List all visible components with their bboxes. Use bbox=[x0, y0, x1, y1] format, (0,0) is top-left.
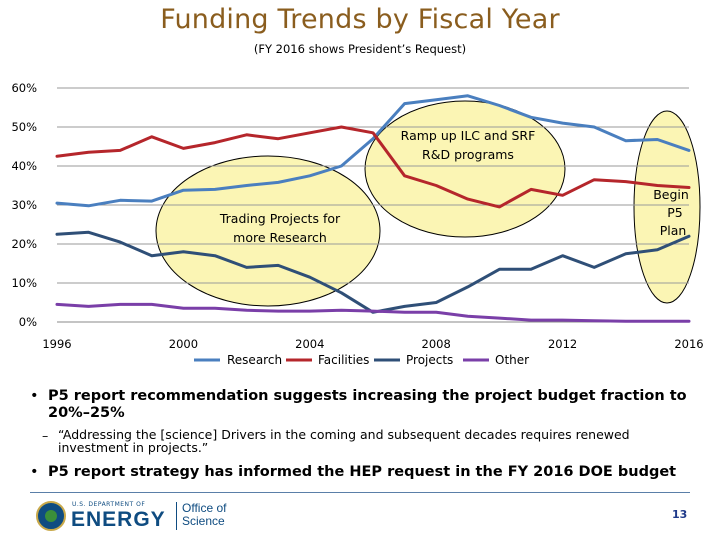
slide-title: Funding Trends by Fiscal Year bbox=[160, 4, 560, 35]
y-tick-label: 50% bbox=[11, 120, 37, 134]
annotation-p5-line1: Begin bbox=[653, 187, 689, 202]
footer-divider bbox=[30, 492, 690, 493]
y-tick-label: 10% bbox=[11, 276, 37, 290]
highlight-ellipse-p5 bbox=[633, 110, 701, 304]
sub-bullet-marker: – bbox=[42, 428, 49, 443]
funding-line-chart: 0% 10% 20% 30% 40% 50% 60% 1996 2000 2004 2008 201… bbox=[11, 81, 703, 367]
logo-office-line1: Office of bbox=[182, 501, 227, 515]
highlight-ellipse-trading bbox=[155, 155, 381, 307]
slide-subtitle: (FY 2016 shows President’s Request) bbox=[253, 42, 467, 56]
doe-office-of-science-logo: U.S. DEPARTMENT OF ENERGY Office of Scie… bbox=[36, 499, 236, 535]
annotation-ilc-line2: R&D programs bbox=[422, 147, 514, 162]
x-tick-label: 2008 bbox=[422, 337, 451, 351]
y-tick-label: 0% bbox=[19, 315, 37, 329]
gridlines bbox=[57, 87, 689, 323]
bullet-marker: • bbox=[30, 464, 39, 480]
logo-separator bbox=[176, 502, 177, 530]
doe-seal-icon bbox=[36, 501, 66, 531]
logo-dept-name: ENERGY bbox=[71, 508, 166, 531]
page-number: 13 bbox=[672, 508, 688, 521]
series-line-facilities bbox=[55, 125, 691, 209]
highlight-ellipse-ilc bbox=[364, 100, 566, 238]
sub-bullet-text: “Addressing the [science] Drivers in the… bbox=[58, 427, 630, 455]
series-line-other bbox=[55, 302, 691, 323]
bullet-marker: • bbox=[30, 388, 39, 404]
x-tick-label: 2004 bbox=[295, 337, 324, 351]
x-tick-label: 1996 bbox=[42, 337, 71, 351]
y-axis: 0% 10% 20% 30% 40% 50% 60% bbox=[11, 81, 37, 329]
annotation-ilc-line1: Ramp up ILC and SRF bbox=[401, 128, 536, 143]
annotation-trading-line1: Trading Projects for bbox=[219, 211, 341, 226]
annotation-p5-line3: Plan bbox=[660, 223, 687, 238]
logo-office-line2: Science bbox=[182, 514, 225, 528]
annotation-trading-line2: more Research bbox=[233, 230, 327, 245]
y-tick-label: 30% bbox=[11, 198, 37, 212]
series-line-research bbox=[55, 94, 691, 208]
y-tick-label: 20% bbox=[11, 237, 37, 251]
bullet-text: P5 report strategy has informed the HEP … bbox=[48, 464, 677, 480]
y-tick-label: 40% bbox=[11, 159, 37, 173]
x-tick-label: 2000 bbox=[169, 337, 198, 351]
x-tick-label: 2012 bbox=[548, 337, 577, 351]
legend-label-projects: Projects bbox=[406, 353, 453, 367]
logo-office: Office of Science bbox=[182, 502, 226, 528]
annotation-p5-line2: P5 bbox=[667, 205, 683, 220]
x-tick-label: 2016 bbox=[674, 337, 703, 351]
legend-label-research: Research bbox=[227, 353, 282, 367]
logo-dept-line: U.S. DEPARTMENT OF bbox=[72, 501, 146, 508]
chart-legend: Research Facilities Projects Other bbox=[194, 353, 529, 367]
legend-label-other: Other bbox=[495, 353, 529, 367]
bullet-text: P5 report recommendation suggests increa… bbox=[48, 388, 687, 421]
legend-label-facilities: Facilities bbox=[318, 353, 369, 367]
x-axis: 1996 2000 2004 2008 2012 2016 bbox=[42, 337, 703, 351]
y-tick-label: 60% bbox=[11, 81, 37, 95]
